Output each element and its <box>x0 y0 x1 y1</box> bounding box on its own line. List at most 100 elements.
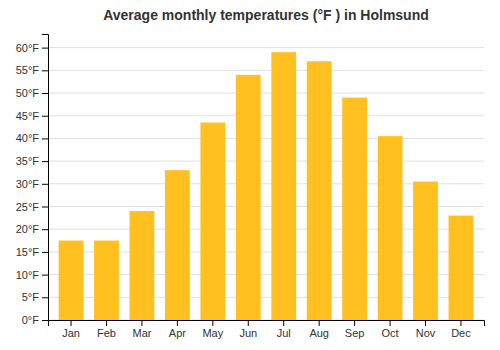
bar <box>271 52 296 320</box>
y-tick: 55°F <box>16 64 48 76</box>
y-tick: 30°F <box>16 178 48 190</box>
x-tick: Aug <box>309 320 329 339</box>
grid-line <box>48 115 484 116</box>
y-tick: 35°F <box>16 155 48 167</box>
y-tick-label: 20°F <box>16 223 40 235</box>
y-tick-mark <box>42 48 48 49</box>
bar <box>94 241 119 320</box>
bar <box>378 136 403 320</box>
y-tick-label: 0°F <box>22 314 40 326</box>
x-tick-mark <box>106 320 107 326</box>
y-tick-label: 50°F <box>16 87 40 99</box>
x-tick: Feb <box>97 320 116 339</box>
bar <box>200 123 225 320</box>
bar <box>130 211 155 320</box>
y-tick-mark <box>42 229 48 230</box>
grid-line <box>48 47 484 48</box>
y-tick-label: 45°F <box>16 110 40 122</box>
y-tick-mark <box>42 207 48 208</box>
grid-line <box>48 70 484 71</box>
x-axis-line <box>49 321 485 327</box>
x-tick: Oct <box>382 320 399 339</box>
y-tick-label: 10°F <box>16 269 40 281</box>
bar <box>449 216 474 320</box>
y-tick-mark <box>42 252 48 253</box>
chart-title: Average monthly temperatures (°F ) in Ho… <box>103 7 429 23</box>
y-tick-mark <box>42 320 48 321</box>
x-tick: Jul <box>277 320 291 339</box>
plot-area: Jan Feb Mar Apr May Jun Jul Aug Sep Oct Nov Dec 0°F 5… <box>16 35 485 339</box>
x-tick-label: May <box>202 327 223 339</box>
x-tick-label: Sep <box>345 327 365 339</box>
grid-line <box>48 93 484 94</box>
x-tick: Nov <box>416 320 436 339</box>
y-tick: 15°F <box>16 246 48 258</box>
x-tick-mark <box>425 320 426 326</box>
x-tick-label: Jun <box>239 327 257 339</box>
x-tick-mark <box>319 320 320 326</box>
y-tick-mark <box>42 70 48 71</box>
y-tick: 50°F <box>16 87 48 99</box>
bars <box>59 52 474 320</box>
grid-line <box>48 138 484 139</box>
x-tick-mark <box>71 320 72 326</box>
bar <box>236 75 261 320</box>
x-tick-mark <box>354 320 355 326</box>
x-tick-label: Feb <box>97 327 116 339</box>
x-tick-label: Jul <box>277 327 291 339</box>
x-tick-mark <box>460 320 461 326</box>
x-tick: May <box>202 320 223 339</box>
grid-line <box>48 161 484 162</box>
x-tick: Sep <box>345 320 365 339</box>
y-tick-mark <box>42 116 48 117</box>
y-tick-label: 55°F <box>16 64 40 76</box>
y-tick-label: 60°F <box>16 42 40 54</box>
y-axis: 0°F 5°F 10°F 15°F 20°F 25°F 30°F 35°F 40°F 45°F 50… <box>16 35 49 327</box>
bar <box>342 98 367 320</box>
bar <box>59 241 84 320</box>
x-tick: Apr <box>169 320 186 339</box>
bar <box>165 170 190 320</box>
y-tick-label: 30°F <box>16 178 40 190</box>
y-tick: 25°F <box>16 201 48 213</box>
y-tick-label: 15°F <box>16 246 40 258</box>
x-tick-label: Nov <box>416 327 436 339</box>
y-tick-mark <box>42 161 48 162</box>
y-tick-mark <box>42 184 48 185</box>
x-tick: Mar <box>132 320 151 339</box>
y-tick: 40°F <box>16 132 48 144</box>
y-tick-mark <box>42 138 48 139</box>
y-tick-label: 25°F <box>16 201 40 213</box>
y-tick-mark <box>42 297 48 298</box>
y-tick-label: 5°F <box>22 291 40 303</box>
x-tick: Dec <box>451 320 471 339</box>
x-tick-label: Jan <box>62 327 80 339</box>
x-tick-label: Dec <box>451 327 471 339</box>
y-tick-label: 35°F <box>16 155 40 167</box>
y-tick: 60°F <box>16 42 48 54</box>
y-tick: 5°F <box>22 291 48 303</box>
x-axis: Jan Feb Mar Apr May Jun Jul Aug Sep Oct Nov Dec <box>49 320 485 339</box>
y-tick: 20°F <box>16 223 48 235</box>
grid <box>48 48 484 320</box>
y-tick-label: 40°F <box>16 132 40 144</box>
y-tick-mark <box>42 275 48 276</box>
x-tick-label: Mar <box>132 327 151 339</box>
x-tick-label: Aug <box>309 327 329 339</box>
x-tick-mark <box>141 320 142 326</box>
x-tick-mark <box>177 320 178 326</box>
bar <box>307 61 332 320</box>
y-tick: 10°F <box>16 269 48 281</box>
y-tick: 45°F <box>16 110 48 122</box>
y-tick-mark <box>42 93 48 94</box>
x-tick-mark <box>390 320 391 326</box>
x-tick-mark <box>212 320 213 326</box>
x-tick-mark <box>248 320 249 326</box>
y-tick: 0°F <box>22 314 48 326</box>
x-tick: Jun <box>239 320 257 339</box>
x-tick-label: Oct <box>382 327 399 339</box>
x-tick-label: Apr <box>169 327 186 339</box>
x-tick-mark <box>283 320 284 326</box>
chart-svg: Jan Feb Mar Apr May Jun Jul Aug Sep Oct Nov Dec 0°F 5… <box>0 0 500 350</box>
bar <box>413 182 438 320</box>
